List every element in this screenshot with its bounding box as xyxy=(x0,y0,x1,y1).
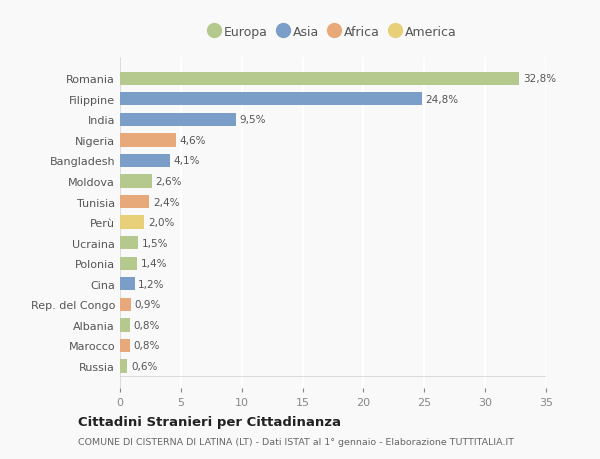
Bar xyxy=(120,278,134,291)
Bar xyxy=(120,298,131,311)
Text: 0,8%: 0,8% xyxy=(133,320,160,330)
Text: 32,8%: 32,8% xyxy=(523,74,556,84)
Text: 2,6%: 2,6% xyxy=(155,177,182,187)
Text: 0,9%: 0,9% xyxy=(134,300,161,310)
Text: 1,4%: 1,4% xyxy=(140,258,167,269)
Bar xyxy=(120,134,176,147)
Text: 1,2%: 1,2% xyxy=(138,279,165,289)
Text: Cittadini Stranieri per Cittadinanza: Cittadini Stranieri per Cittadinanza xyxy=(78,415,341,428)
Bar xyxy=(120,359,127,373)
Bar xyxy=(120,93,422,106)
Text: 1,5%: 1,5% xyxy=(142,238,169,248)
Text: 4,1%: 4,1% xyxy=(173,156,200,166)
Legend: Europa, Asia, Africa, America: Europa, Asia, Africa, America xyxy=(204,21,462,44)
Bar xyxy=(120,236,138,250)
Text: 4,6%: 4,6% xyxy=(179,135,206,146)
Text: 2,4%: 2,4% xyxy=(153,197,179,207)
Text: 2,0%: 2,0% xyxy=(148,218,175,228)
Bar xyxy=(120,196,149,209)
Bar xyxy=(120,339,130,353)
Text: 9,5%: 9,5% xyxy=(239,115,266,125)
Bar xyxy=(120,154,170,168)
Text: 0,8%: 0,8% xyxy=(133,341,160,351)
Bar xyxy=(120,319,130,332)
Bar xyxy=(120,73,519,86)
Text: 24,8%: 24,8% xyxy=(425,95,458,105)
Bar xyxy=(120,216,145,230)
Text: 0,6%: 0,6% xyxy=(131,361,157,371)
Text: COMUNE DI CISTERNA DI LATINA (LT) - Dati ISTAT al 1° gennaio - Elaborazione TUTT: COMUNE DI CISTERNA DI LATINA (LT) - Dati… xyxy=(78,437,514,446)
Bar xyxy=(120,257,137,270)
Bar xyxy=(120,113,236,127)
Bar xyxy=(120,175,152,188)
